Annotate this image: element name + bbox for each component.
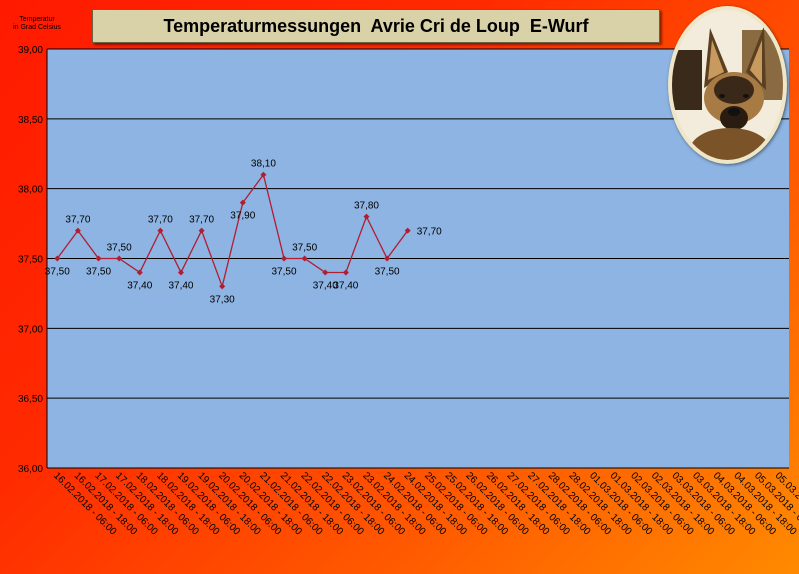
data-label: 37,80 bbox=[354, 201, 379, 212]
chart-title: Temperaturmessungen Avrie Cri de Loup E-… bbox=[92, 9, 660, 43]
data-label: 37,70 bbox=[148, 215, 173, 226]
data-point bbox=[157, 227, 164, 234]
data-label: 37,40 bbox=[313, 280, 338, 291]
data-point bbox=[342, 269, 349, 276]
data-point bbox=[301, 255, 308, 262]
data-point bbox=[116, 255, 123, 262]
data-label: 37,50 bbox=[375, 267, 400, 278]
data-label: 37,50 bbox=[272, 267, 297, 278]
data-label: 37,50 bbox=[292, 243, 317, 254]
data-label: 37,70 bbox=[417, 227, 442, 238]
y-tick-label: 36,50 bbox=[18, 394, 43, 405]
y-unit-line-1: Temperatur bbox=[19, 16, 55, 23]
y-tick-label: 37,00 bbox=[18, 324, 43, 335]
data-label: 37,40 bbox=[333, 280, 358, 291]
y-unit-line-2: in Grad Celsius bbox=[13, 24, 61, 31]
data-point bbox=[260, 171, 267, 178]
data-point bbox=[198, 227, 205, 234]
data-point bbox=[239, 199, 246, 206]
data-point bbox=[322, 269, 329, 276]
data-label: 37,40 bbox=[168, 280, 193, 291]
data-label: 37,70 bbox=[189, 215, 214, 226]
data-label: 37,50 bbox=[107, 243, 132, 254]
data-label: 37,30 bbox=[210, 294, 235, 305]
dog-photo bbox=[668, 6, 787, 164]
data-label: 37,50 bbox=[86, 267, 111, 278]
y-tick-label: 36,00 bbox=[18, 464, 43, 475]
data-point bbox=[74, 227, 81, 234]
data-point bbox=[384, 255, 391, 262]
series-line bbox=[56, 173, 409, 289]
y-tick-label: 38,50 bbox=[18, 115, 43, 126]
data-label: 38,10 bbox=[251, 159, 276, 170]
data-label: 37,40 bbox=[127, 280, 152, 291]
dog-photo-image bbox=[672, 10, 783, 160]
data-label: 37,70 bbox=[65, 215, 90, 226]
data-point bbox=[363, 213, 370, 220]
y-axis-unit-label: Temperatur in Grad Celsius bbox=[4, 16, 70, 32]
data-point bbox=[95, 255, 102, 262]
y-tick-label: 38,00 bbox=[18, 185, 43, 196]
data-point bbox=[177, 269, 184, 276]
data-point bbox=[404, 227, 411, 234]
data-label: 37,50 bbox=[45, 267, 70, 278]
y-tick-label: 37,50 bbox=[18, 255, 43, 266]
data-point bbox=[136, 269, 143, 276]
data-point bbox=[281, 255, 288, 262]
data-point bbox=[54, 255, 61, 262]
y-tick-label: 39,00 bbox=[18, 45, 43, 56]
data-label: 37,90 bbox=[230, 211, 255, 222]
data-point bbox=[219, 283, 226, 290]
